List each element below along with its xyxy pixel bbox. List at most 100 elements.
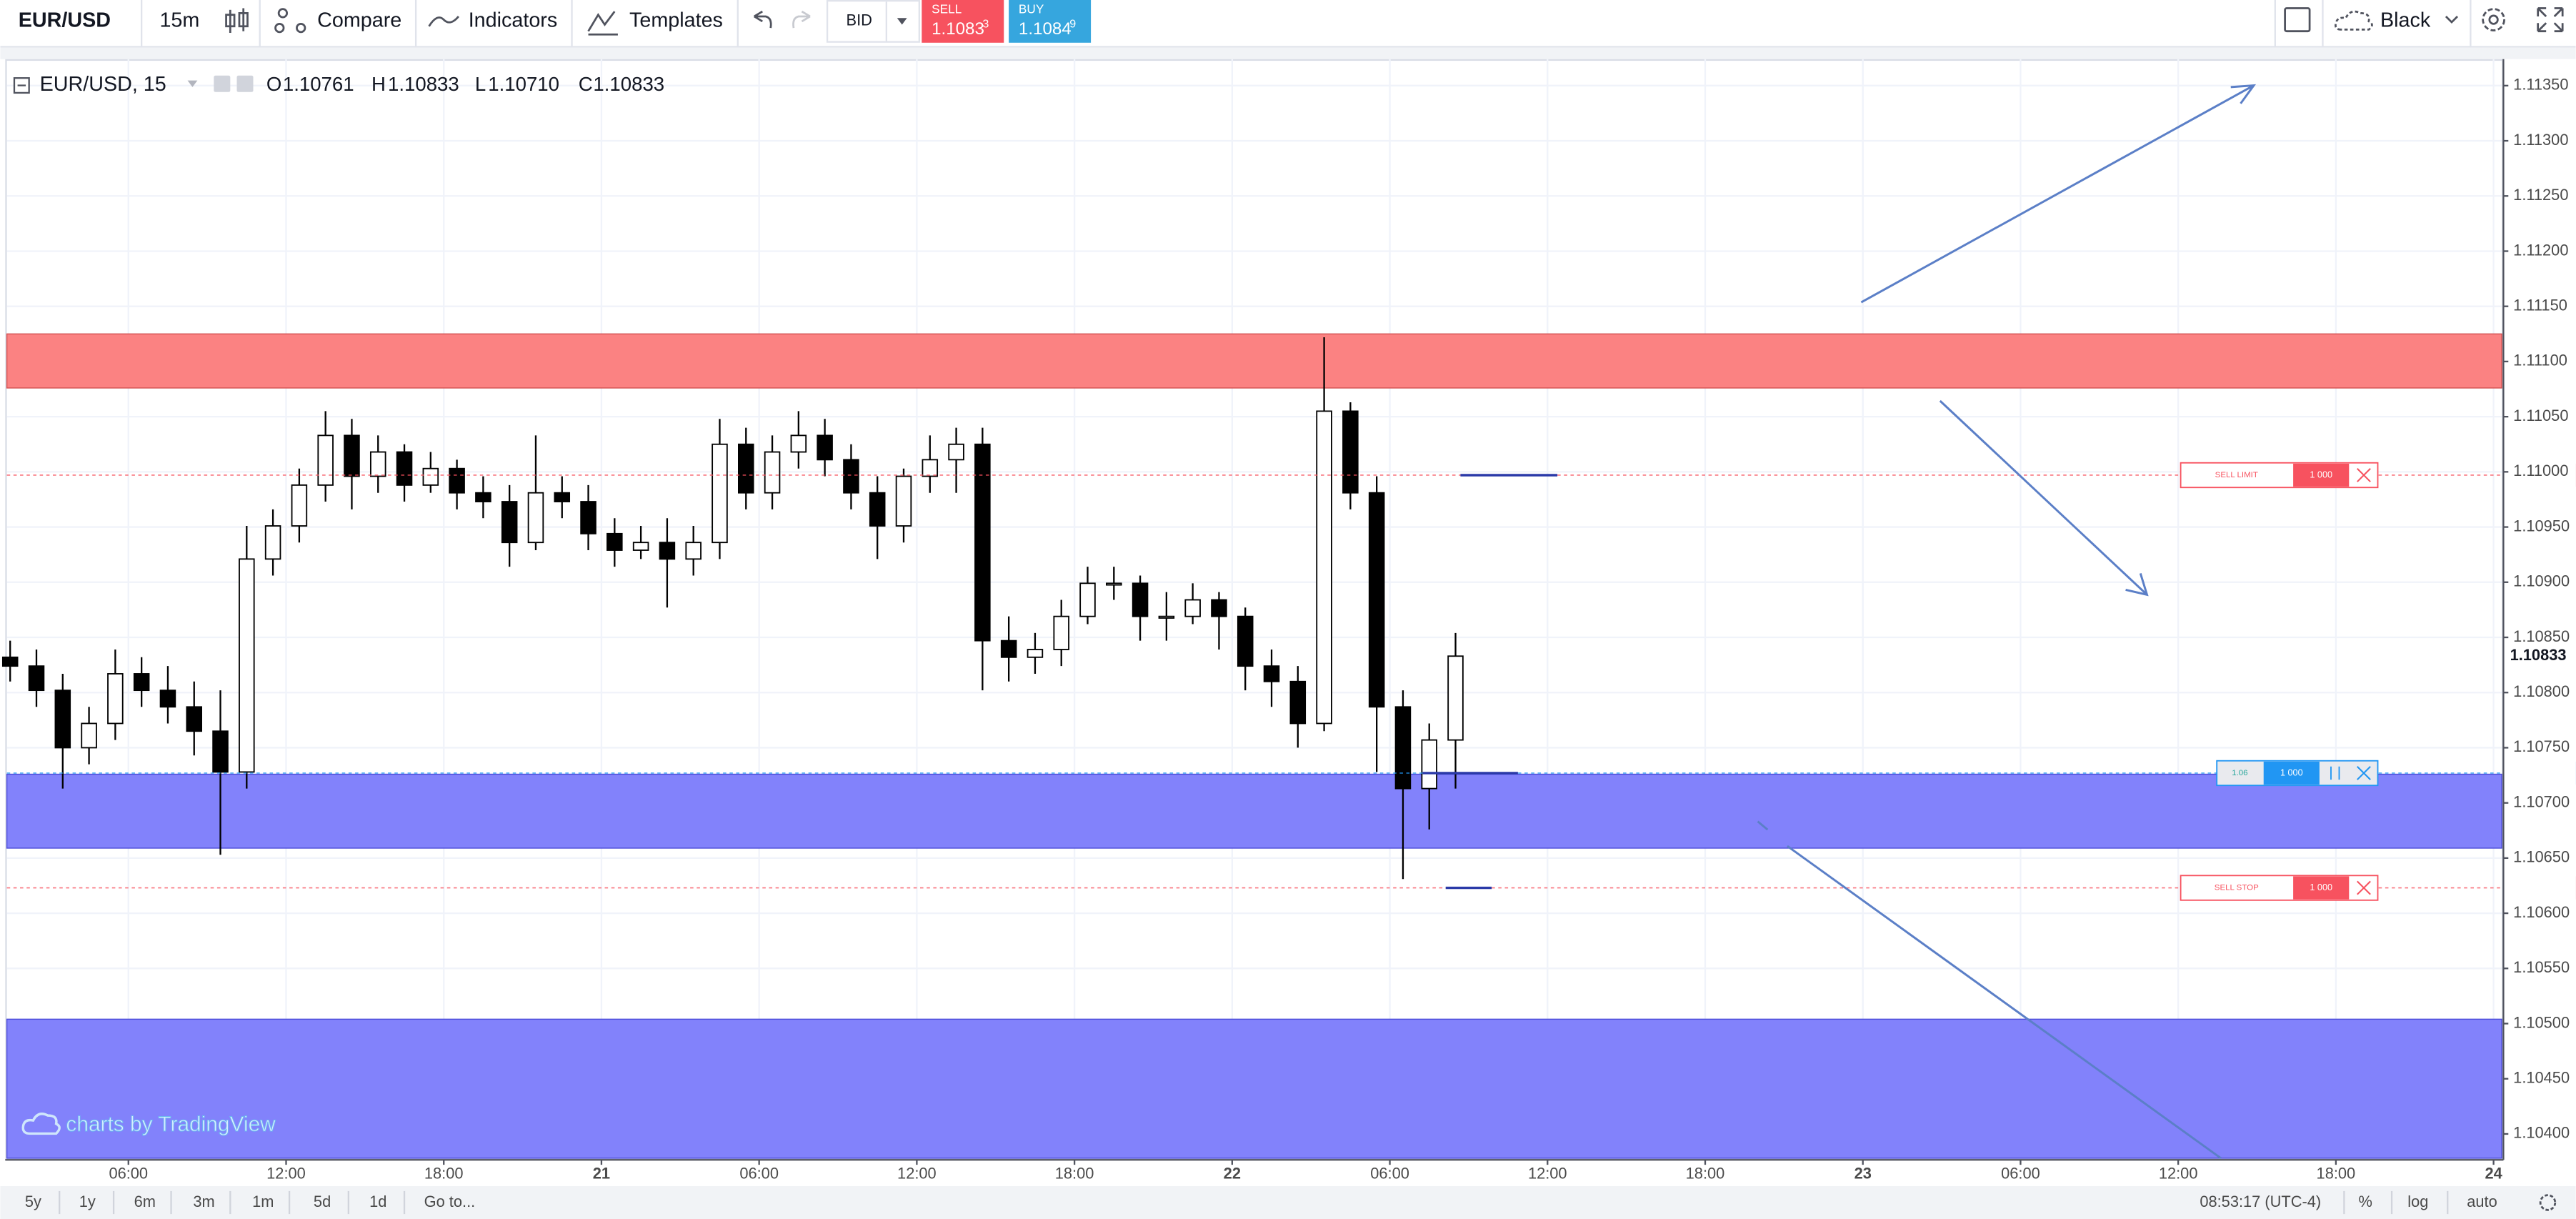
legend-dropdown[interactable] — [187, 80, 198, 87]
candle-body — [1237, 615, 1254, 667]
candle-body — [1263, 665, 1280, 682]
candle-body — [239, 558, 255, 773]
order-label: 1.06 — [2232, 769, 2247, 777]
log-toggle[interactable]: log — [2407, 1193, 2428, 1210]
candle-body — [1342, 410, 1359, 494]
bottom-controls: 5y 1y 6m 3m 1m 5d 1d Go to... — [25, 1190, 476, 1215]
theme-button[interactable]: Black — [2380, 9, 2431, 31]
candle-body — [869, 492, 886, 527]
price-axis[interactable] — [2503, 59, 2576, 1160]
price-type-button[interactable]: BID — [847, 11, 872, 29]
symbol-button[interactable]: EUR/USD — [19, 9, 111, 31]
sell-button[interactable] — [922, 0, 1004, 43]
y-tick-label: 1.10850 — [2513, 627, 2570, 645]
arrow-head — [2125, 572, 2149, 597]
candle-body — [895, 475, 912, 527]
candle-body — [764, 451, 781, 494]
eye-button[interactable] — [214, 75, 231, 92]
zone[interactable] — [6, 773, 2502, 849]
time-axis[interactable] — [5, 1160, 2504, 1187]
y-tick-label: 1.11250 — [2513, 186, 2568, 204]
theme-dropdown[interactable] — [2445, 16, 2458, 24]
undo-button[interactable] — [754, 10, 772, 29]
candle-body — [1394, 706, 1412, 790]
order-qty: 1 000 — [2310, 469, 2332, 479]
cancel-button[interactable] — [2357, 468, 2371, 482]
legend-low-label: L — [475, 73, 486, 95]
icon — [296, 22, 306, 34]
zone[interactable] — [6, 1018, 2502, 1159]
candle-body — [28, 665, 45, 692]
goto-button[interactable]: Go to... — [424, 1193, 476, 1210]
range-button[interactable]: 6m — [134, 1193, 156, 1210]
settings-button[interactable] — [2482, 8, 2505, 31]
candle-body — [133, 673, 150, 692]
candle-body — [369, 451, 386, 477]
zone[interactable] — [6, 333, 2502, 389]
range-button[interactable]: 1m — [252, 1193, 274, 1210]
x-tick-label: 18:00 — [1055, 1165, 1094, 1183]
x-tick-label: 12:00 — [2159, 1165, 2198, 1183]
axis-settings[interactable] — [2539, 1194, 2557, 1211]
bottom-bar — [0, 1186, 2576, 1219]
range-button[interactable]: 5d — [314, 1193, 331, 1210]
indicators-icon — [428, 16, 459, 27]
auto-toggle[interactable]: auto — [2467, 1193, 2497, 1210]
y-tick-label: 1.10500 — [2513, 1013, 2570, 1031]
cancel-button[interactable] — [2357, 880, 2371, 895]
legend-low: 1.10710 — [488, 73, 559, 95]
dropdown-arrow[interactable] — [897, 18, 907, 25]
range-button[interactable]: 5y — [25, 1193, 41, 1210]
clock: 08:53:17 (UTC-4) — [2200, 1193, 2321, 1210]
candle-body — [948, 443, 964, 461]
order-qty-bg — [2293, 463, 2350, 487]
candle-body — [974, 443, 991, 642]
fullscreen-button[interactable] — [2537, 7, 2564, 33]
candle-body — [580, 501, 596, 534]
indicators-button[interactable]: Indicators — [469, 9, 558, 31]
y-tick-label: 1.11350 — [2513, 76, 2568, 94]
y-tick-label: 1.10750 — [2513, 737, 2570, 755]
trend-arrow[interactable] — [1860, 84, 2255, 304]
compare-button[interactable]: Compare — [317, 9, 401, 31]
buy-label: BUY — [1019, 1, 1044, 16]
settings-icon — [2488, 14, 2499, 25]
templates-button[interactable]: Templates — [629, 9, 723, 31]
candle-body — [501, 501, 518, 544]
interval-button[interactable]: 15m — [159, 9, 199, 31]
trend-arrow[interactable] — [1939, 399, 2148, 596]
candle-body — [843, 459, 859, 494]
x-tick-label: 12:00 — [1528, 1165, 1567, 1183]
percent-toggle[interactable]: % — [2359, 1193, 2372, 1210]
x-tick-label: 06:00 — [2001, 1165, 2040, 1183]
reverse-button[interactable] — [2330, 766, 2340, 780]
cancel-button[interactable] — [2357, 766, 2371, 780]
layout-button[interactable] — [2284, 7, 2311, 33]
settings-mini-button[interactable] — [236, 75, 254, 92]
redo-button[interactable] — [792, 10, 811, 29]
candle-body — [1053, 615, 1069, 650]
buy-button[interactable] — [1009, 0, 1092, 43]
candle-body — [632, 542, 649, 551]
y-tick-label: 1.11300 — [2513, 131, 2568, 149]
y-tick-label: 1.10700 — [2513, 792, 2570, 810]
candle-body — [54, 690, 71, 749]
trend-line[interactable] — [1787, 845, 2222, 1160]
last-price-label: 1.10833 — [2510, 646, 2567, 664]
y-tick-label: 1.11200 — [2513, 241, 2568, 259]
range-button[interactable]: 1y — [79, 1193, 96, 1210]
candle-body — [1000, 640, 1017, 658]
candle-body — [1447, 655, 1464, 741]
legend-close-label: C — [579, 73, 593, 95]
range-button[interactable]: 1d — [369, 1193, 386, 1210]
range-button[interactable]: 3m — [193, 1193, 214, 1210]
icon — [277, 8, 289, 19]
price-type-box[interactable] — [826, 0, 920, 43]
y-tick-label: 1.10800 — [2513, 682, 2570, 700]
legend-close: 1.10833 — [593, 73, 664, 95]
sell-price-pip: 3 — [982, 18, 989, 31]
chart-style-button[interactable] — [225, 8, 249, 33]
icon — [274, 22, 285, 34]
